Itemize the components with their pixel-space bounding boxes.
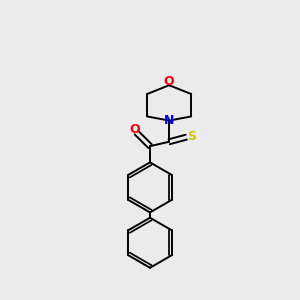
Text: N: N	[164, 114, 174, 127]
Text: O: O	[164, 75, 175, 88]
Text: S: S	[187, 130, 196, 143]
Text: O: O	[130, 123, 140, 136]
